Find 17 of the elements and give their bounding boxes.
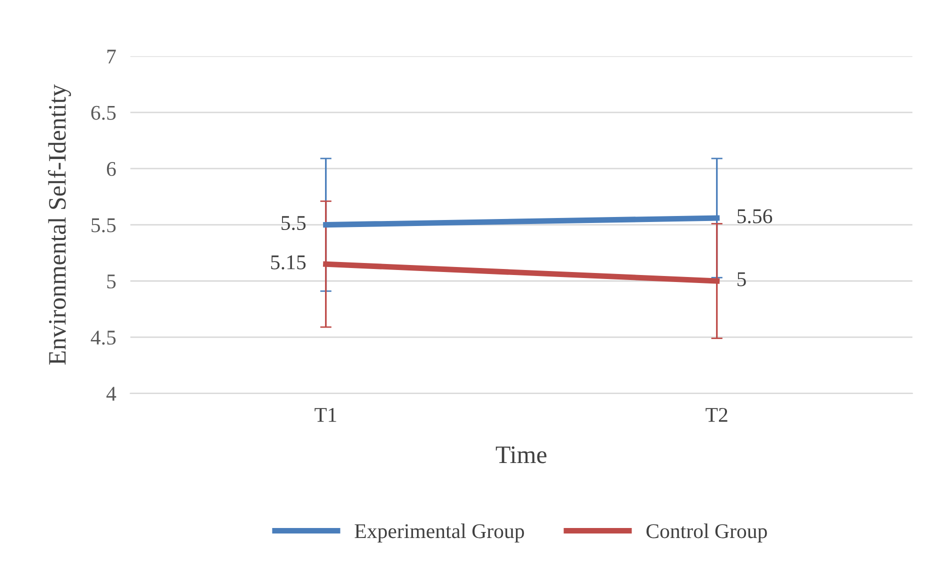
y-tick-label: 6.5 (91, 106, 116, 120)
y-tick-label: 4 (106, 386, 116, 401)
legend-label: Control Group (646, 524, 767, 542)
x-axis-title: Time (496, 446, 546, 464)
y-tick-label: 5.5 (92, 218, 116, 232)
y-tick-label: 4.5 (90, 330, 116, 345)
data-label: 5 (738, 272, 746, 286)
y-tick-label: 5 (107, 274, 116, 288)
y-axis-title: Environmental Self-Identity (48, 84, 71, 365)
data-label: 5.56 (738, 209, 772, 224)
legend-label: Experimental Group (354, 524, 524, 542)
x-tick-label: T2 (706, 408, 728, 422)
x-tick-label: T1 (314, 408, 336, 422)
y-tick-label: 6 (106, 162, 116, 176)
data-label: 5.15 (271, 255, 306, 270)
y-tick-label: 7 (107, 50, 116, 64)
data-label: 5.5 (282, 216, 306, 230)
